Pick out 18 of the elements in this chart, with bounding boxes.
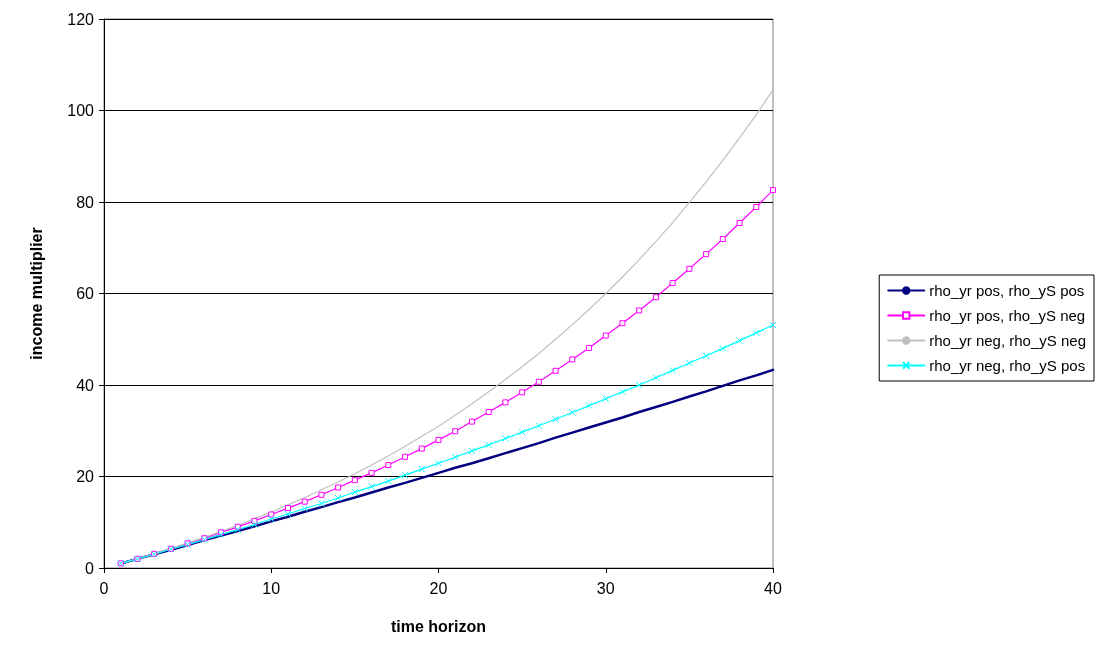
- y-tick-label: 100: [67, 102, 95, 119]
- legend-label: rho_yr pos, rho_yS neg: [929, 307, 1086, 324]
- x-tick-label: 30: [596, 579, 615, 597]
- y-tick-label: 80: [76, 193, 95, 211]
- y-tick-label: 20: [76, 468, 95, 485]
- legend-label: rho_yr neg, rho_yS pos: [929, 357, 1086, 374]
- x-tick-label: 40: [764, 579, 782, 597]
- y-tick-label: 60: [76, 285, 95, 302]
- legend-label: rho_yr neg, rho_yS neg: [929, 332, 1087, 349]
- x-tick-label: 20: [429, 579, 448, 597]
- y-tick-label: 40: [76, 376, 95, 394]
- y-axis-title: income multiplier: [27, 227, 45, 360]
- y-tick-label: 120: [67, 10, 95, 28]
- legend-label: rho_yr pos, rho_yS pos: [929, 282, 1085, 299]
- x-tick-label: 10: [262, 579, 281, 597]
- x-axis-title: time horizon: [390, 617, 487, 635]
- x-tick-label: 0: [99, 579, 109, 597]
- y-tick-label: 0: [85, 559, 95, 577]
